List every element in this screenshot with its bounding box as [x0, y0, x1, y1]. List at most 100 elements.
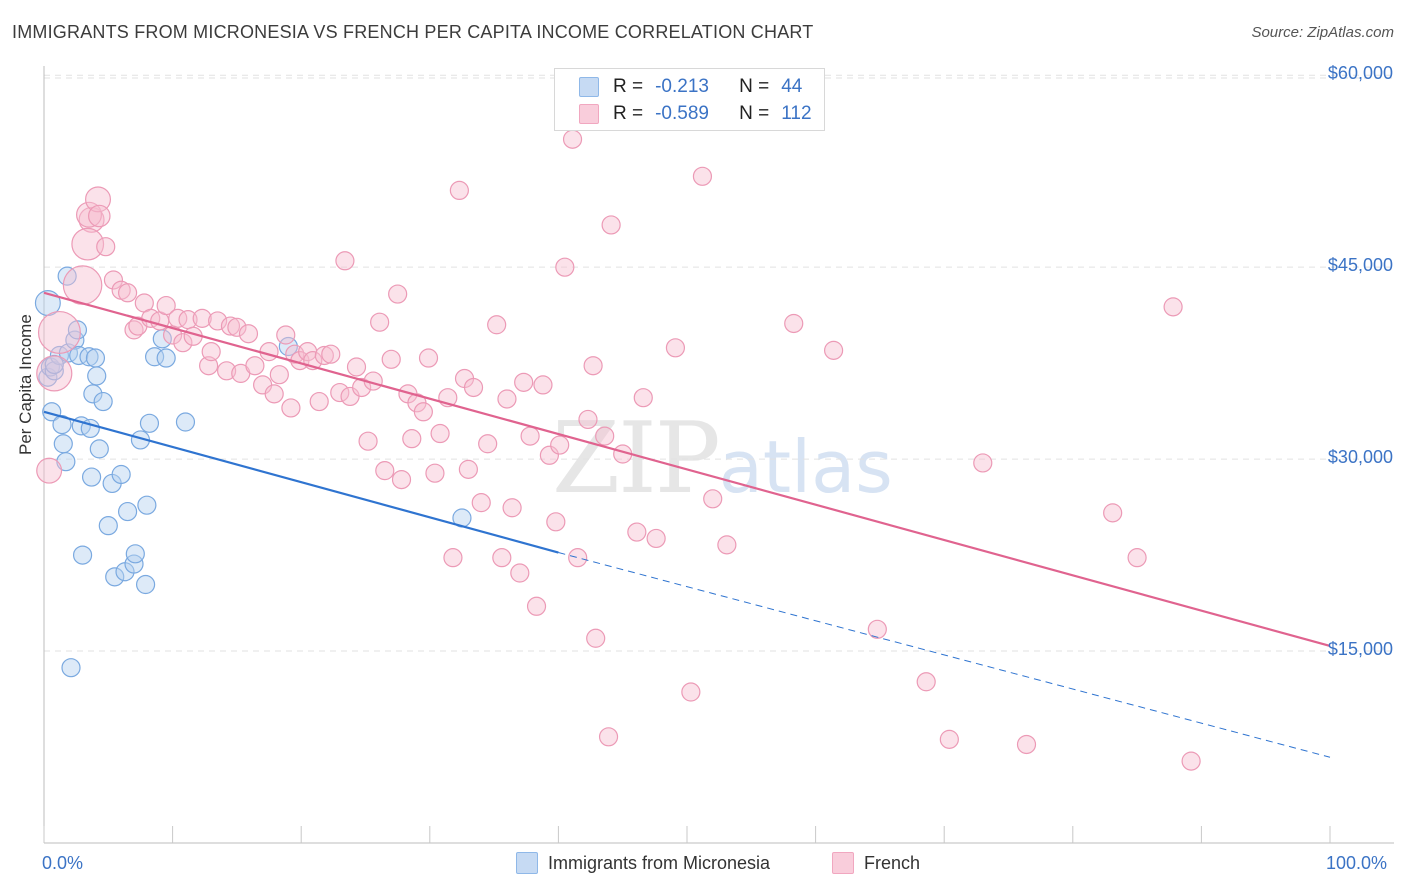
data-point — [156, 348, 176, 368]
data-point — [916, 672, 936, 692]
data-point — [463, 377, 484, 398]
data-point — [824, 340, 844, 360]
data-point — [62, 265, 103, 305]
data-point — [259, 342, 279, 362]
legend-swatch-pink — [832, 852, 854, 874]
data-point — [87, 204, 111, 228]
data-point — [533, 375, 553, 395]
data-point — [156, 295, 176, 316]
data-point — [352, 377, 372, 398]
data-point — [413, 402, 433, 422]
data-point — [199, 356, 219, 376]
data-point — [578, 409, 598, 430]
data-point — [550, 435, 570, 455]
data-point — [42, 402, 62, 422]
data-point — [61, 658, 81, 678]
y-tick-label: $15,000 — [1327, 639, 1393, 660]
trendline-french — [43, 291, 1331, 648]
legend-label-french: French — [864, 852, 921, 873]
data-point — [514, 372, 534, 392]
data-point — [281, 398, 301, 418]
data-point — [217, 361, 237, 381]
data-point — [497, 389, 517, 409]
data-point — [633, 388, 653, 408]
data-point — [72, 545, 93, 565]
data-point — [44, 361, 64, 381]
data-point — [449, 180, 469, 201]
data-point — [98, 516, 118, 536]
data-point — [69, 345, 89, 366]
data-point — [568, 548, 588, 568]
legend-swatch-blue — [516, 852, 538, 874]
legend-row-micronesia: R = -0.213 N = 44 — [579, 73, 802, 101]
data-point — [681, 682, 701, 702]
data-point — [539, 445, 559, 465]
legend-n-value: 112 — [781, 103, 812, 124]
axes — [43, 66, 1394, 844]
trendline-micronesia-extension — [558, 552, 1331, 758]
legend-swatch-blue — [579, 77, 599, 97]
data-point — [79, 347, 99, 367]
legend-r-label: R = — [613, 103, 644, 124]
data-point — [487, 315, 507, 335]
data-point — [430, 423, 450, 444]
data-point — [53, 434, 73, 454]
data-point — [346, 357, 367, 377]
y-axis-label: Per Capita Income — [16, 314, 35, 455]
data-point — [175, 412, 196, 432]
data-point — [375, 461, 395, 481]
data-point — [83, 384, 103, 404]
legend-label-micronesia: Immigrants from Micronesia — [548, 852, 771, 873]
data-point — [57, 266, 77, 286]
data-point — [601, 215, 621, 235]
legend-n-label: N = — [739, 103, 770, 124]
data-point — [111, 464, 131, 485]
chart-title: IMMIGRANTS FROM MICRONESIA VS FRENCH PER… — [12, 22, 814, 42]
data-point — [443, 548, 463, 568]
data-point — [425, 463, 445, 483]
data-point — [37, 310, 81, 354]
stats-legend: R = -0.213 N = 44 R = -0.589 N = 112 — [554, 68, 825, 131]
y-tick-label: $30,000 — [1327, 447, 1393, 468]
data-point — [1016, 734, 1037, 755]
bottom-legend-micronesia: Immigrants from Micronesia — [516, 852, 770, 874]
x-tick-label-max: 100.0% — [1326, 853, 1388, 873]
data-point — [89, 439, 109, 459]
data-point — [309, 391, 329, 412]
data-point — [388, 284, 408, 304]
data-point — [1181, 751, 1201, 771]
series-micronesia — [34, 266, 472, 678]
data-point — [208, 311, 228, 331]
data-point — [137, 495, 157, 515]
data-point — [81, 467, 102, 487]
data-point — [103, 270, 124, 290]
data-point — [125, 544, 145, 564]
data-point — [36, 355, 73, 392]
y-tick-label: $45,000 — [1327, 255, 1393, 276]
data-point — [168, 308, 188, 328]
legend-r-label: R = — [613, 76, 644, 97]
trendline-micronesia — [43, 410, 559, 554]
data-point — [227, 317, 247, 337]
data-point — [96, 237, 116, 257]
data-point — [117, 283, 138, 303]
data-point — [238, 324, 259, 344]
data-point — [220, 316, 241, 336]
data-point — [665, 338, 686, 358]
data-point — [471, 493, 491, 513]
data-point — [276, 325, 296, 345]
data-point — [85, 348, 106, 368]
data-point — [478, 434, 498, 454]
data-point — [314, 345, 334, 366]
data-point — [93, 391, 113, 412]
data-point — [358, 431, 378, 451]
legend-n-label: N = — [739, 76, 770, 97]
data-point — [330, 382, 350, 403]
data-point — [546, 512, 566, 532]
data-point — [245, 356, 265, 376]
data-point — [71, 227, 105, 261]
data-point — [520, 426, 540, 446]
data-point — [105, 567, 125, 587]
data-point — [627, 522, 647, 542]
source-label: Source: ZipAtlas.com — [1251, 24, 1394, 41]
